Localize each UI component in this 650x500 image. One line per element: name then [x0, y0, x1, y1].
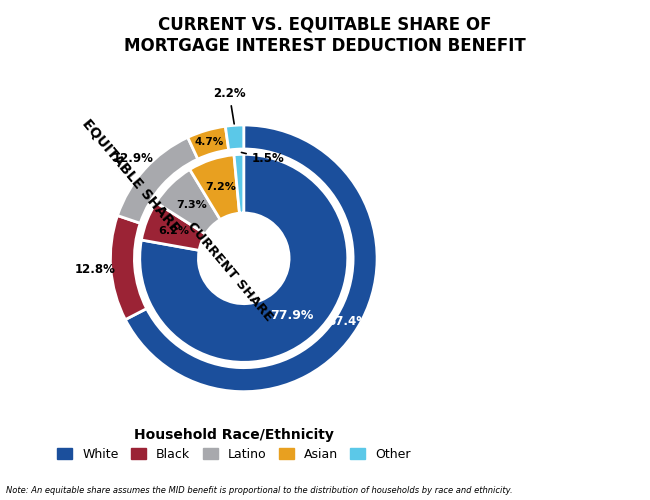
Text: 12.8%: 12.8%: [74, 263, 115, 276]
Text: 77.9%: 77.9%: [270, 309, 313, 322]
Text: EQUITABLE SHARE: EQUITABLE SHARE: [79, 116, 182, 235]
Text: 12.9%: 12.9%: [112, 152, 153, 165]
Wedge shape: [125, 125, 377, 392]
Wedge shape: [156, 170, 220, 234]
Text: 67.4%: 67.4%: [327, 315, 368, 328]
Text: CURRENT VS. EQUITABLE SHARE OF
MORTGAGE INTEREST DEDUCTION BENEFIT: CURRENT VS. EQUITABLE SHARE OF MORTGAGE …: [124, 15, 526, 55]
Wedge shape: [234, 154, 244, 213]
Text: 2.2%: 2.2%: [213, 88, 246, 124]
Text: 7.3%: 7.3%: [176, 200, 207, 210]
Wedge shape: [226, 125, 244, 150]
Legend: White, Black, Latino, Asian, Other: White, Black, Latino, Asian, Other: [51, 421, 417, 467]
Wedge shape: [190, 155, 239, 220]
Text: 1.5%: 1.5%: [241, 152, 285, 166]
Text: CURRENT SHARE: CURRENT SHARE: [185, 220, 276, 324]
Text: 7.2%: 7.2%: [205, 182, 236, 192]
Text: 6.2%: 6.2%: [159, 226, 190, 236]
Wedge shape: [111, 216, 147, 320]
Text: 4.7%: 4.7%: [195, 137, 224, 147]
Wedge shape: [188, 126, 229, 159]
Wedge shape: [118, 138, 198, 223]
Wedge shape: [140, 154, 348, 362]
Wedge shape: [142, 202, 205, 250]
Text: Note: An equitable share assumes the MID benefit is proportional to the distribu: Note: An equitable share assumes the MID…: [6, 486, 513, 495]
